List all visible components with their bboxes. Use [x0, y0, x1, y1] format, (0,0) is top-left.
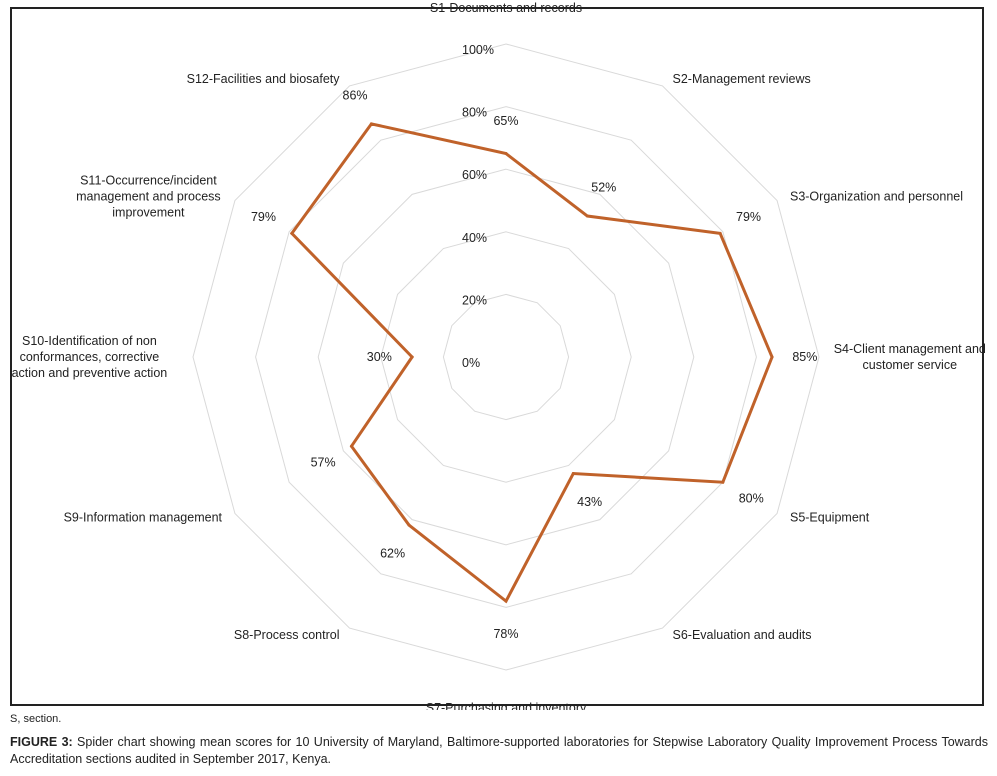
data-label: 80%: [739, 492, 764, 506]
category-label: S11-Occurrence/incident management and pr…: [76, 174, 221, 220]
series-line: [289, 122, 774, 604]
category-label: S5-Equipment: [790, 511, 870, 525]
category-label-line: improvement: [112, 206, 185, 220]
radial-tick-labels: 0% 20% 40% 60% 80% 100%: [462, 43, 494, 370]
data-point: [504, 152, 508, 156]
data-label: 79%: [736, 210, 761, 224]
category-label: S12-Facilities and biosafety: [187, 72, 341, 86]
category-label-line: S2-Management reviews: [673, 72, 811, 86]
chart-frame: [10, 7, 984, 706]
category-label: S4-Client management and customer service: [834, 342, 986, 372]
data-point: [585, 214, 589, 218]
category-label-line: S12-Facilities and biosafety: [187, 72, 341, 86]
data-label: 57%: [311, 456, 336, 470]
data-point: [407, 523, 411, 527]
category-label: S9-Information management: [64, 511, 223, 525]
caption-label: FIGURE 3:: [10, 735, 73, 749]
series-layer: [289, 122, 774, 604]
spider-chart: 0% 20% 40% 60% 80% 100% 65% 52% 79% 85% 80% 43% 78%…: [12, 1, 986, 710]
data-label: 52%: [591, 181, 616, 195]
category-label-line: S10-Identification of non: [22, 334, 157, 348]
chart-grid: [192, 43, 820, 671]
data-point: [369, 122, 373, 126]
radial-tick-label: 0%: [462, 356, 480, 370]
data-point: [349, 444, 353, 448]
radial-tick-label: 100%: [462, 43, 494, 57]
data-point: [718, 231, 722, 235]
caption-text: Spider chart showing mean scores for 10 …: [10, 735, 989, 766]
data-point: [721, 480, 725, 484]
data-point: [410, 355, 414, 359]
grid-ring-100: [192, 43, 820, 671]
category-label: S8-Process control: [234, 628, 340, 642]
data-label: 62%: [380, 546, 405, 560]
category-label-line: S4-Client management and: [834, 342, 986, 356]
category-label: S6-Evaluation and audits: [673, 628, 812, 642]
category-label-line: S3-Organization and personnel: [790, 190, 963, 204]
category-label-line: S5-Equipment: [790, 511, 870, 525]
category-label: S10-Identification of non conformances, c…: [12, 334, 168, 380]
data-label: 85%: [792, 350, 817, 364]
category-label-line: S8-Process control: [234, 628, 340, 642]
radial-tick-label: 80%: [462, 106, 487, 120]
radial-tick-label: 40%: [462, 231, 487, 245]
category-label: S2-Management reviews: [673, 72, 811, 86]
radial-tick-label: 20%: [462, 293, 487, 307]
data-labels: 65% 52% 79% 85% 80% 43% 78% 62% 57% 30% 79% 86%: [251, 88, 817, 640]
data-label: 30%: [367, 350, 392, 364]
category-label: S3-Organization and personnel: [790, 190, 963, 204]
category-label-line: action and preventive action: [12, 366, 168, 380]
category-labels: S1-Documents and records S2-Management re…: [12, 1, 986, 710]
data-point: [290, 231, 294, 235]
category-label-line: S7-Purchasing and inventory: [426, 701, 587, 710]
category-label-line: management and process: [76, 190, 221, 204]
category-label-line: S6-Evaluation and audits: [673, 628, 812, 642]
figure-note: S, section.: [10, 713, 62, 725]
category-label-line: conformances, corrective: [20, 350, 160, 364]
data-label: 43%: [577, 495, 602, 509]
grid-ring-20: [442, 293, 570, 421]
data-label: 65%: [493, 114, 518, 128]
figure-caption: FIGURE 3: Spider chart showing mean scor…: [10, 734, 988, 768]
data-label: 79%: [251, 210, 276, 224]
data-point: [770, 355, 774, 359]
grid-ring-60: [317, 168, 695, 546]
data-label: 86%: [343, 88, 368, 102]
category-label-line: S9-Information management: [64, 511, 223, 525]
category-label: S7-Purchasing and inventory: [426, 701, 587, 710]
radial-tick-label: 60%: [462, 168, 487, 182]
data-point: [571, 472, 575, 476]
category-label-line: customer service: [863, 358, 958, 372]
grid-ring-40: [380, 231, 632, 483]
data-label: 78%: [493, 627, 518, 641]
data-point: [504, 599, 508, 603]
category-label: S1-Documents and records: [430, 1, 582, 15]
grid-ring-80: [255, 106, 757, 608]
category-label-line: S1-Documents and records: [430, 1, 582, 15]
category-label-line: S11-Occurrence/incident: [80, 174, 217, 188]
